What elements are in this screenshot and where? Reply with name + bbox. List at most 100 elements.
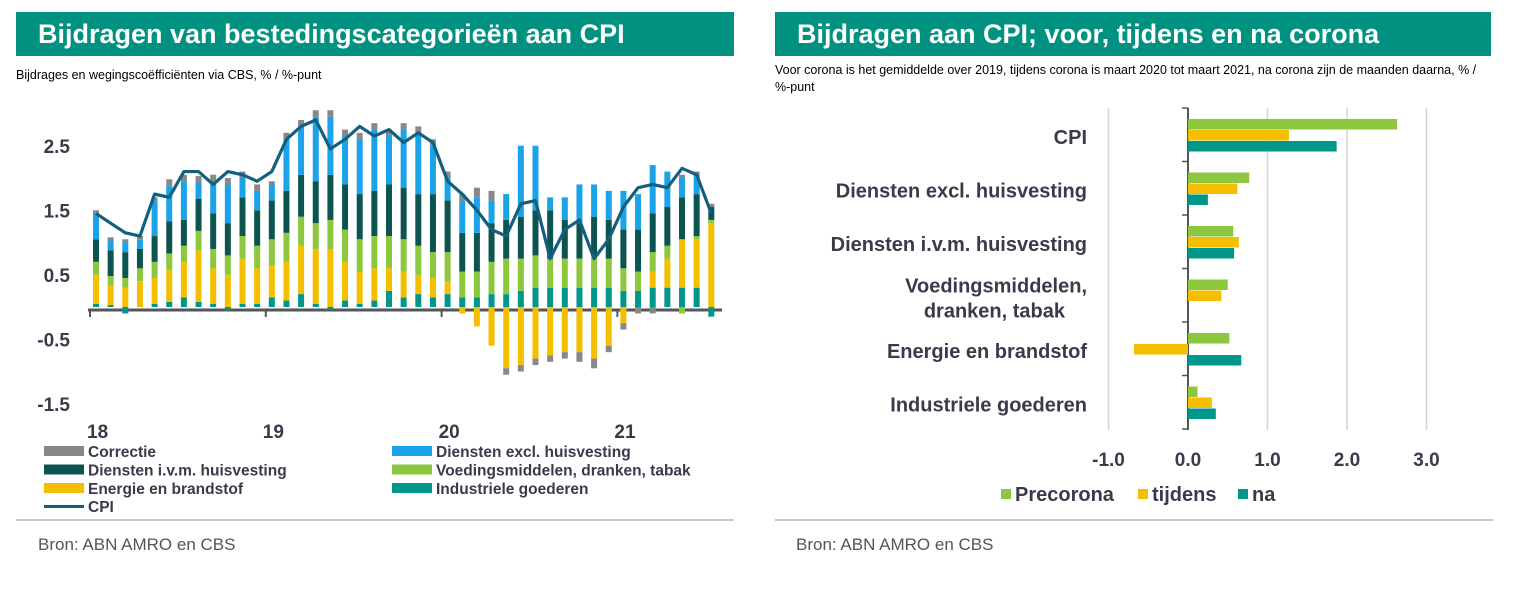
bar-energie [444,281,451,295]
bar-diensten_ivm [195,198,202,231]
bar-correctie [224,178,231,185]
bar-diensten_excl [591,184,598,217]
bar-correctie [473,187,480,198]
bar-industrie [649,287,656,307]
legend-label-correctie: Correctie [88,444,156,461]
bar-correctie [591,358,598,369]
legend-label-voeding: Precorona [1015,484,1115,506]
bar-diensten_excl [444,178,451,201]
bar-diensten_excl [415,132,422,195]
bar-energie [488,307,495,346]
bar-voeding [1188,172,1250,183]
bar-diensten_excl [473,197,480,233]
bar-voeding [312,223,319,249]
bar-diensten_excl [342,136,349,185]
bar-correctie [342,129,349,137]
bar-industrie [708,307,715,317]
bar-diensten_ivm [459,232,466,272]
bar-diensten_ivm [429,194,436,253]
bar-correctie [635,307,642,314]
bar-energie [503,307,510,369]
bar-energie [327,248,334,307]
bar-industrie [620,290,627,307]
legend-swatch-industrie [1238,489,1248,499]
horizontal-bar-chart: -1.0 0.0 1.0 2.0 3.0 CPI Diensten excl. huisve… [831,107,1440,506]
bar-industrie [693,287,700,307]
bar-industrie [576,287,583,307]
bar-energie [239,258,246,304]
bar-energie [342,261,349,301]
bar-correctie [268,181,275,185]
bar-industrie [473,297,480,307]
bar-energie [1188,290,1222,301]
bar-energie [166,269,173,302]
bar-correctie [415,126,422,133]
bar-industrie [386,290,392,307]
bar-diensten_excl [532,145,539,211]
bar-diensten_ivm [649,213,656,253]
bar-voeding [1188,333,1230,344]
left-divider [16,519,734,521]
right-chart-title: Bijdragen aan CPI; voor, tijdens en na c… [775,12,1491,56]
bar-industrie [327,307,334,311]
bar-correctie [136,236,143,240]
bar-diensten_excl [136,239,143,249]
bar-diensten_ivm [239,197,246,237]
bar-industrie [561,287,568,307]
bar-energie [1188,130,1289,141]
bar-energie [517,307,524,366]
bar-diensten_excl [93,213,99,240]
bar-correctie [107,237,114,241]
bar-voeding [473,271,480,298]
bar-energie [298,245,305,295]
bar-voeding [547,258,554,288]
category-label: CPI [1054,127,1087,149]
bar-diensten_excl [693,174,700,195]
bar-voeding [210,248,217,269]
bar-voeding [708,219,715,224]
bar-industrie [224,307,231,311]
bar-voeding [254,245,261,269]
bar-diensten_ivm [254,210,261,246]
bar-diensten_ivm [180,219,187,246]
bar-voeding [136,268,143,282]
bar-correctie [298,119,305,127]
bar-energie [664,258,671,288]
bar-diensten_excl [561,197,568,220]
bar-voeding [591,255,598,288]
bar-industrie [239,303,246,307]
bar-voeding [679,307,685,314]
bar-diensten_ivm [473,232,480,272]
bar-diensten_ivm [122,252,129,278]
bar-industrie [1188,355,1242,366]
bar-diensten_ivm [415,194,422,246]
bar-voeding [400,239,407,272]
bar-diensten_excl [459,200,466,233]
legend-label-diensten_excl: Diensten excl. huisvesting [436,444,631,461]
bar-energie [708,223,715,307]
bar-industrie [664,287,671,307]
bar-industrie [210,303,217,307]
bar-industrie [635,290,642,307]
bar-energie [386,268,392,291]
bar-voeding [429,252,436,278]
right-chart-subtitle: Voor corona is het gemiddelde over 2019,… [775,63,1477,94]
bar-diensten_excl [576,184,583,224]
bar-energie [93,274,99,304]
bar-diensten_ivm [503,219,510,259]
bar-voeding [107,276,114,286]
bar-energie [415,274,422,295]
bar-diensten_ivm [517,216,524,259]
bar-diensten_excl [151,200,158,237]
bar-voeding [459,271,466,298]
bar-correctie [400,123,407,130]
bar-diensten_excl [224,184,231,224]
bar-energie [400,271,407,298]
bar-voeding [371,236,378,269]
bar-voeding [1188,386,1198,397]
x-tick-label: 21 [614,422,636,443]
bar-diensten_ivm [224,223,231,256]
legend-swatch-diensten_excl [392,446,432,456]
bar-diensten_excl [635,194,642,230]
bar-diensten_ivm [268,200,275,240]
